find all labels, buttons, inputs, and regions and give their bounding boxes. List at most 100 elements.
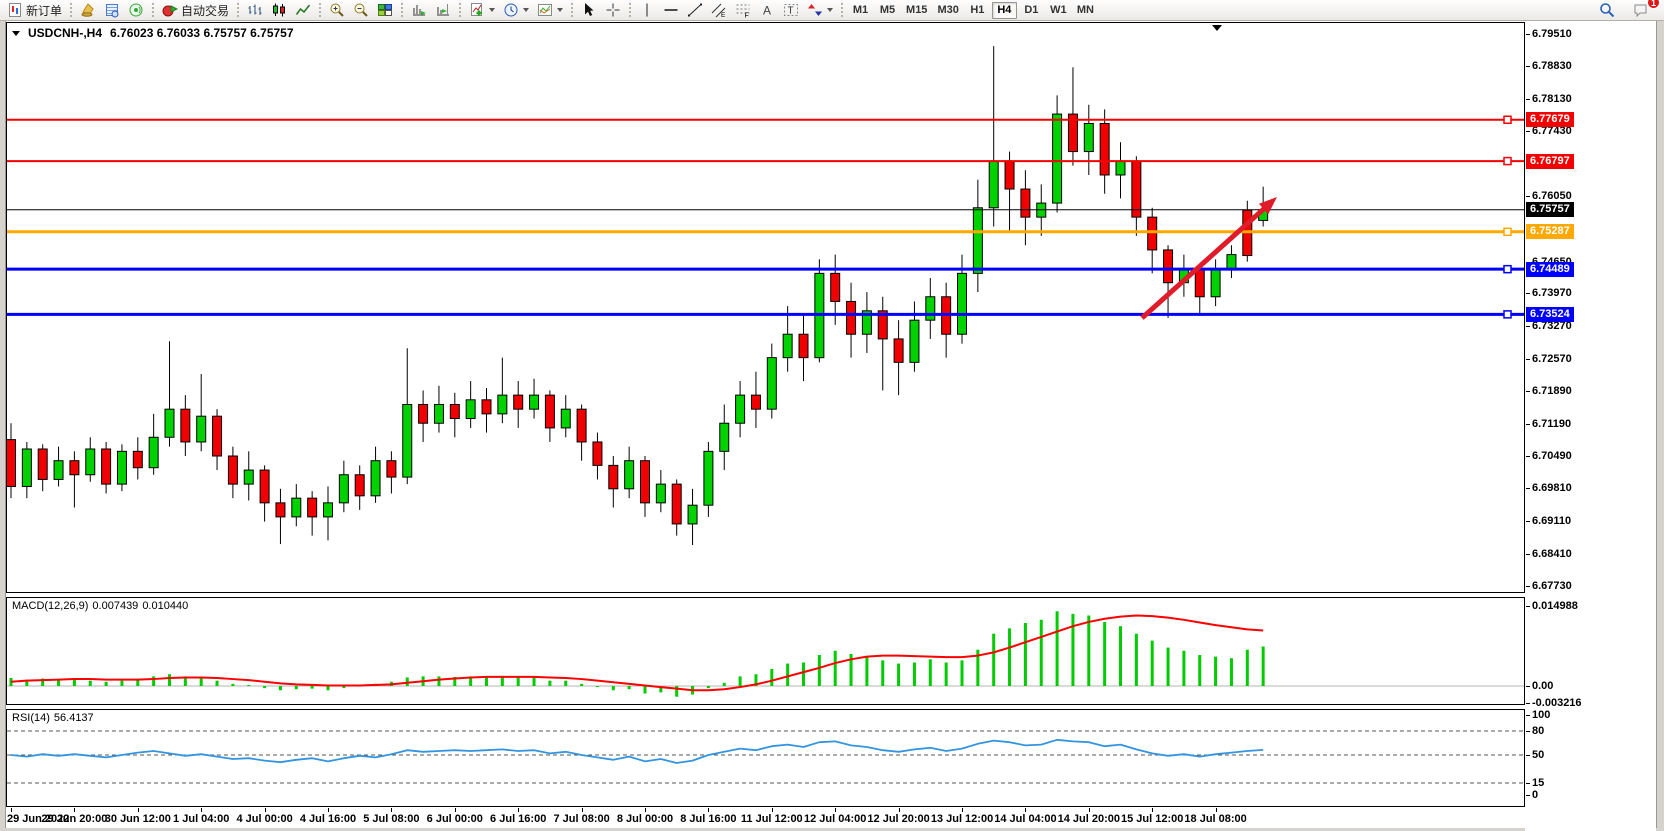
text-icon: A <box>763 4 771 18</box>
resistance-line-2-badge: 6.76797 <box>1526 153 1574 169</box>
candle <box>275 488 286 545</box>
candle <box>386 451 397 494</box>
rsi-pane[interactable] <box>6 709 1525 807</box>
pivot-line-orange-badge: 6.75287 <box>1526 224 1574 240</box>
tile-windows-button[interactable] <box>373 1 397 20</box>
data-window-icon <box>106 4 119 18</box>
macd-axis-label: 0.014988 <box>1526 599 1578 612</box>
candle <box>259 465 270 522</box>
candle <box>1163 245 1174 318</box>
horizontal-line-icon <box>664 9 678 11</box>
rsi-axis-label: 100 <box>1525 709 1551 721</box>
toolbar-grip <box>401 3 404 17</box>
candle <box>719 404 730 471</box>
candle <box>338 460 349 513</box>
cursor-tool-button[interactable] <box>577 1 601 20</box>
current-price-line-badge: 6.75757 <box>1526 202 1574 218</box>
candle <box>703 441 714 517</box>
timeframe-m1[interactable]: M1 <box>848 2 873 19</box>
time-tick <box>1215 808 1217 812</box>
templates-button[interactable] <box>533 1 567 20</box>
price-tick-label: 6.71890 <box>1526 384 1572 397</box>
macd-pane[interactable] <box>6 597 1525 705</box>
signals-button[interactable] <box>124 1 148 20</box>
market-watch-button[interactable] <box>76 1 100 20</box>
price-tick-label: 6.70490 <box>1526 450 1572 463</box>
data-window-button[interactable] <box>100 1 124 20</box>
bar-chart-mode-button[interactable] <box>243 1 267 20</box>
candle <box>132 437 143 480</box>
candle <box>354 465 365 510</box>
timeframe-m5[interactable]: M5 <box>875 2 900 19</box>
candle <box>101 441 112 494</box>
candle <box>196 374 207 452</box>
new-order-icon <box>9 3 21 17</box>
time-tick <box>391 808 393 812</box>
trend-arrow-annotation[interactable] <box>1140 201 1272 320</box>
timeframe-mn[interactable]: MN <box>1073 2 1098 19</box>
candle <box>687 488 698 546</box>
macd-name: MACD(12,26,9) <box>12 600 89 612</box>
candle <box>465 381 476 428</box>
zoom-in-button[interactable] <box>325 1 349 20</box>
candle <box>1099 109 1110 194</box>
timeframe-m15[interactable]: M15 <box>902 2 931 19</box>
price-tick-label: 6.69810 <box>1526 482 1572 495</box>
candle <box>671 479 682 536</box>
main-chart-pane[interactable] <box>6 22 1525 593</box>
rsi-axis-label: 80 <box>1525 725 1545 737</box>
crosshair-tool-button[interactable] <box>601 1 625 20</box>
time-tick <box>962 808 963 812</box>
auto-trading-button[interactable]: 自动交易 <box>158 1 233 20</box>
channel-tool-button[interactable]: E <box>707 1 731 20</box>
zoom-out-icon <box>354 3 368 17</box>
search-icon <box>1600 3 1615 18</box>
text-label-tool-button[interactable]: T <box>779 1 803 20</box>
template-icon <box>538 4 553 16</box>
time-axis-label: 6 Jul 16:00 <box>490 813 547 825</box>
timeframe-h1[interactable]: H1 <box>965 2 990 19</box>
candle <box>861 292 872 353</box>
arrows-tool-button[interactable] <box>803 1 837 20</box>
auto-scroll-button[interactable] <box>407 1 431 20</box>
time-axis-label: 5 Jul 08:00 <box>363 813 420 825</box>
candle <box>212 409 223 471</box>
time-axis: 29 Jun 2022 29 Jun 20:00 30 Jun 12:00 1 Jul… <box>6 808 1525 828</box>
time-axis-label: 11 Jul 12:00 <box>740 813 803 825</box>
chart-shift-button[interactable] <box>431 1 455 20</box>
candlestick-mode-button[interactable] <box>267 1 291 20</box>
chart-title-collapse-icon[interactable] <box>12 30 20 36</box>
vertical-line-tool-button[interactable] <box>635 1 659 20</box>
text-tool-button[interactable]: A <box>755 1 779 20</box>
search-button[interactable] <box>1595 1 1619 20</box>
time-axis-label: 15 Jul 12:00 <box>1121 813 1184 825</box>
periods-button[interactable] <box>499 1 533 20</box>
timeframe-w1[interactable]: W1 <box>1046 2 1071 19</box>
tile-windows-icon <box>378 4 393 16</box>
candle <box>148 413 159 475</box>
price-axis: 6.795106.788306.781306.774306.760506.746… <box>1525 21 1656 831</box>
time-axis-label: 14 Jul 04:00 <box>994 813 1057 825</box>
rsi-name: RSI(14) <box>12 712 50 724</box>
price-tick-label: 6.79510 <box>1526 28 1572 40</box>
candle <box>53 446 64 487</box>
crosshair-icon <box>606 3 620 17</box>
timeframe-h4[interactable]: H4 <box>991 1 1017 19</box>
candle <box>814 259 825 363</box>
timeframe-m30[interactable]: M30 <box>933 2 962 19</box>
time-axis-label: 1 Jul 04:00 <box>173 813 230 825</box>
zoom-out-button[interactable] <box>349 1 373 20</box>
trendline-tool-button[interactable] <box>683 1 707 20</box>
indicators-button[interactable] <box>465 1 499 20</box>
chat-button[interactable] <box>1629 1 1653 20</box>
macd-signal-value: 0.010440 <box>142 600 189 612</box>
time-tick <box>328 808 329 812</box>
timeframe-d1[interactable]: D1 <box>1019 2 1044 19</box>
new-order-button[interactable]: 新订单 <box>3 1 66 20</box>
price-tick-label: 6.67730 <box>1526 579 1572 592</box>
fibonacci-tool-button[interactable]: F <box>731 1 755 20</box>
line-chart-mode-button[interactable] <box>291 1 315 20</box>
candle <box>21 441 32 499</box>
horizontal-line-tool-button[interactable] <box>659 1 683 20</box>
support-line-2-badge: 6.73524 <box>1526 306 1574 322</box>
